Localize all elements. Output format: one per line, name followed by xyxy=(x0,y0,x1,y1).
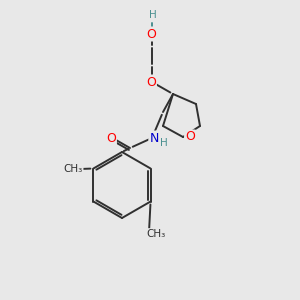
Text: CH₃: CH₃ xyxy=(63,164,82,174)
Text: H: H xyxy=(149,10,157,20)
Text: CH₃: CH₃ xyxy=(146,229,166,239)
Text: O: O xyxy=(106,133,116,146)
Text: O: O xyxy=(185,130,195,143)
Text: N: N xyxy=(149,131,159,145)
Text: O: O xyxy=(146,28,156,40)
Text: H: H xyxy=(160,138,168,148)
Text: O: O xyxy=(146,76,156,88)
